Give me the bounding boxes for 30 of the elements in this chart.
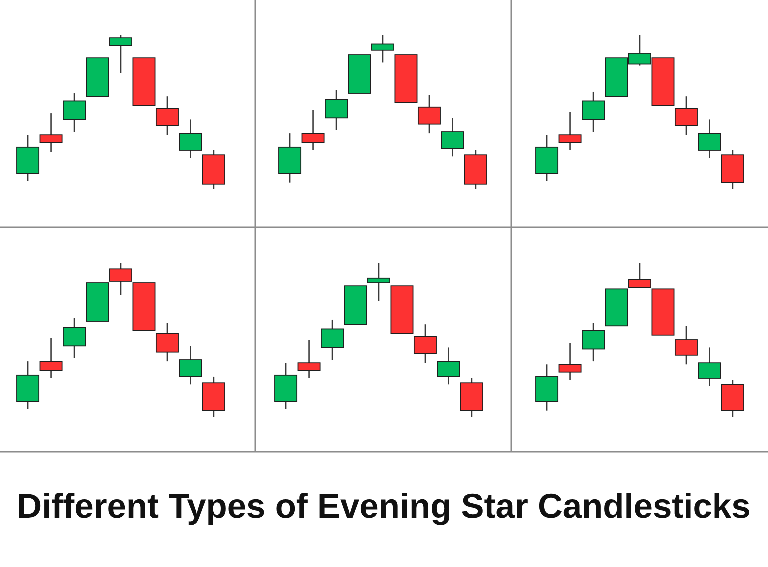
candlestick (582, 322, 606, 362)
candlestick (156, 322, 179, 362)
candlestick (302, 110, 325, 152)
candlestick (110, 34, 132, 74)
candlestick (40, 338, 63, 380)
candlestick (63, 92, 86, 133)
candlestick (628, 262, 652, 288)
text: Different Types of Evening Star Candlesticks (17, 488, 751, 526)
candlestick (179, 346, 202, 386)
candlestick (698, 119, 722, 159)
candlestick (558, 342, 582, 381)
candlestick (40, 112, 63, 153)
candlestick (321, 319, 344, 361)
candlestick (325, 90, 348, 132)
candlestick (674, 96, 698, 136)
candlestick (63, 318, 86, 360)
candlestick (698, 347, 722, 387)
candlestick (156, 96, 179, 136)
candlestick (110, 262, 132, 296)
candlestick (418, 94, 441, 134)
candlestick (441, 118, 464, 158)
candlestick (368, 262, 390, 302)
candlestick (437, 347, 460, 386)
candlestick (372, 34, 394, 64)
candlestick (179, 119, 202, 159)
candlestick (298, 339, 321, 380)
candlestick (414, 324, 437, 364)
candlestick (674, 325, 698, 366)
candlestick (558, 111, 582, 152)
candlestick (582, 91, 606, 133)
